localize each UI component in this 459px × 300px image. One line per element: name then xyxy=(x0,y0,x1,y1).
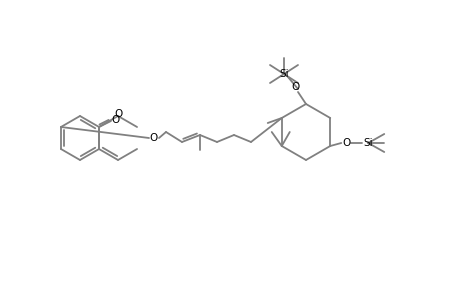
Text: Si: Si xyxy=(279,69,288,79)
Text: O: O xyxy=(115,109,123,119)
Text: Si: Si xyxy=(363,138,372,148)
Text: O: O xyxy=(291,82,299,92)
Text: O: O xyxy=(150,133,158,143)
Text: O: O xyxy=(112,115,120,125)
Text: O: O xyxy=(341,138,350,148)
